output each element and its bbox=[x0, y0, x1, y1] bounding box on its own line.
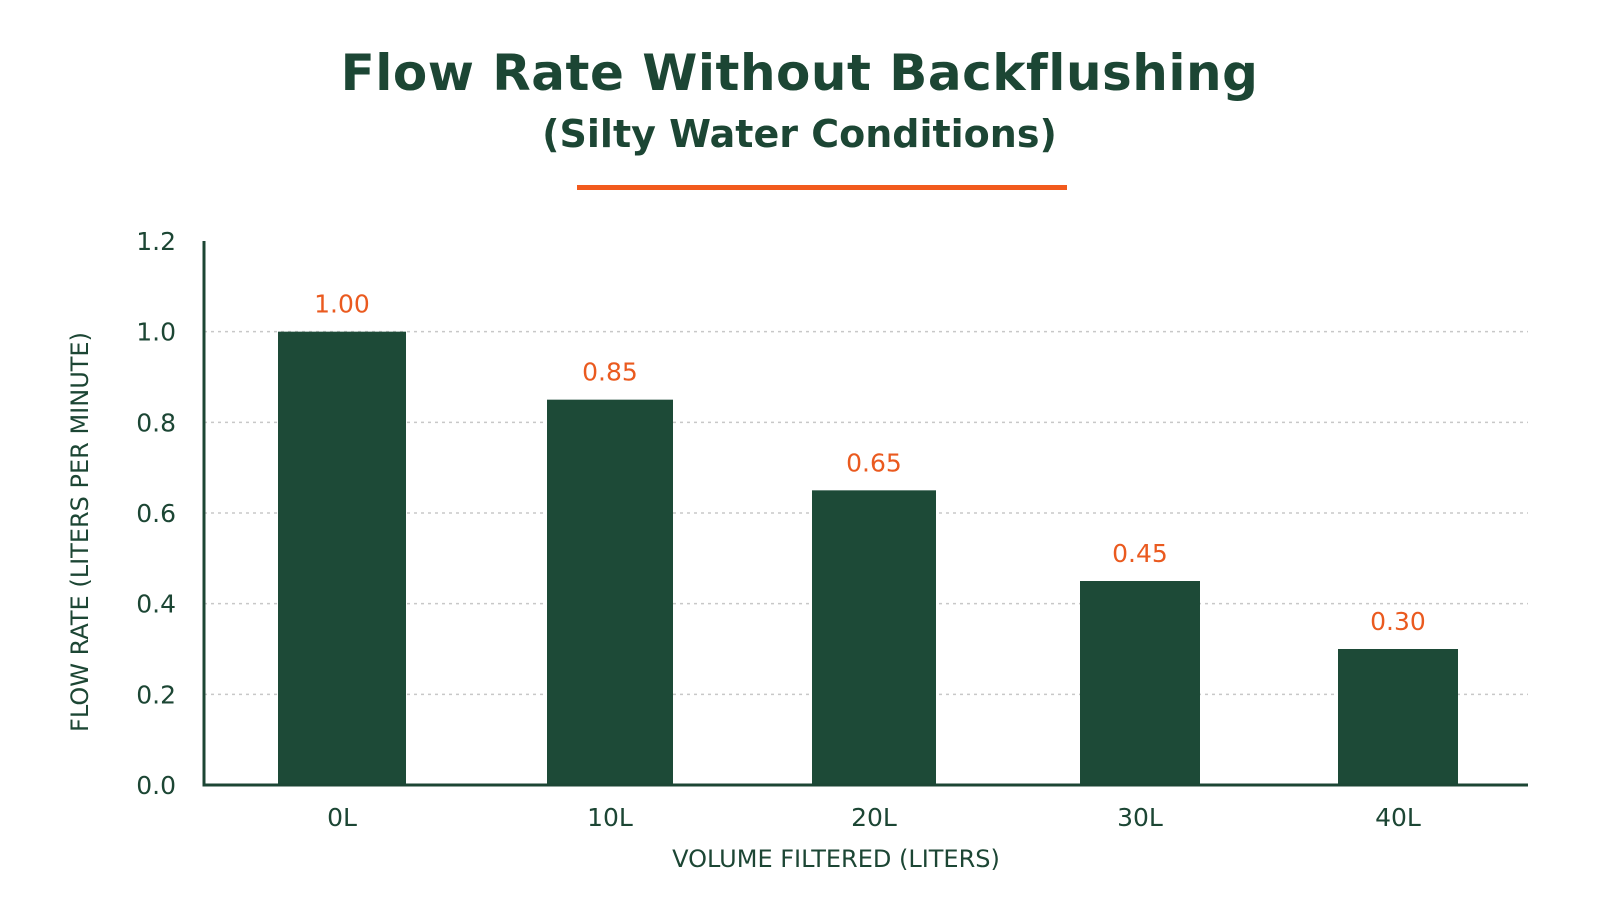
x-tick-label: 0L bbox=[327, 803, 357, 832]
y-tick-label: 1.0 bbox=[136, 318, 176, 347]
axes bbox=[202, 241, 1528, 787]
y-axis-title: FLOW RATE (LITERS PER MINUTE) bbox=[66, 332, 94, 732]
bar bbox=[1080, 581, 1200, 785]
value-label: 0.45 bbox=[1112, 539, 1168, 568]
bar bbox=[547, 399, 673, 785]
chart-subtitle: (Silty Water Conditions) bbox=[542, 112, 1057, 156]
x-tick-label: 10L bbox=[587, 803, 633, 832]
y-tick-label: 0.2 bbox=[136, 680, 176, 709]
y-tick-label: 0.0 bbox=[136, 771, 176, 800]
title-underline bbox=[577, 185, 1067, 190]
value-label: 1.00 bbox=[314, 290, 370, 319]
y-tick-label: 0.8 bbox=[136, 408, 176, 437]
bar bbox=[1338, 649, 1458, 785]
bar bbox=[812, 490, 936, 785]
x-tick-label: 30L bbox=[1117, 803, 1163, 832]
x-tick-label: 40L bbox=[1375, 803, 1421, 832]
y-tick-label: 1.2 bbox=[136, 227, 176, 256]
x-axis-title: VOLUME FILTERED (LITERS) bbox=[672, 845, 1000, 873]
bar bbox=[278, 331, 406, 785]
value-label: 0.30 bbox=[1370, 607, 1426, 636]
y-tick-label: 0.4 bbox=[136, 590, 176, 619]
x-tick-label: 20L bbox=[851, 803, 897, 832]
y-tick-label: 0.6 bbox=[136, 499, 176, 528]
labels: 0.0 0.2 0.4 0.6 0.8 1.0 1.2 1.00 0L 0.85 10L 0.65 20… bbox=[66, 227, 1426, 873]
value-label: 0.85 bbox=[582, 358, 638, 387]
chart-title: Flow Rate Without Backflushing bbox=[340, 44, 1259, 102]
bars bbox=[278, 331, 1458, 785]
value-label: 0.65 bbox=[846, 448, 902, 477]
